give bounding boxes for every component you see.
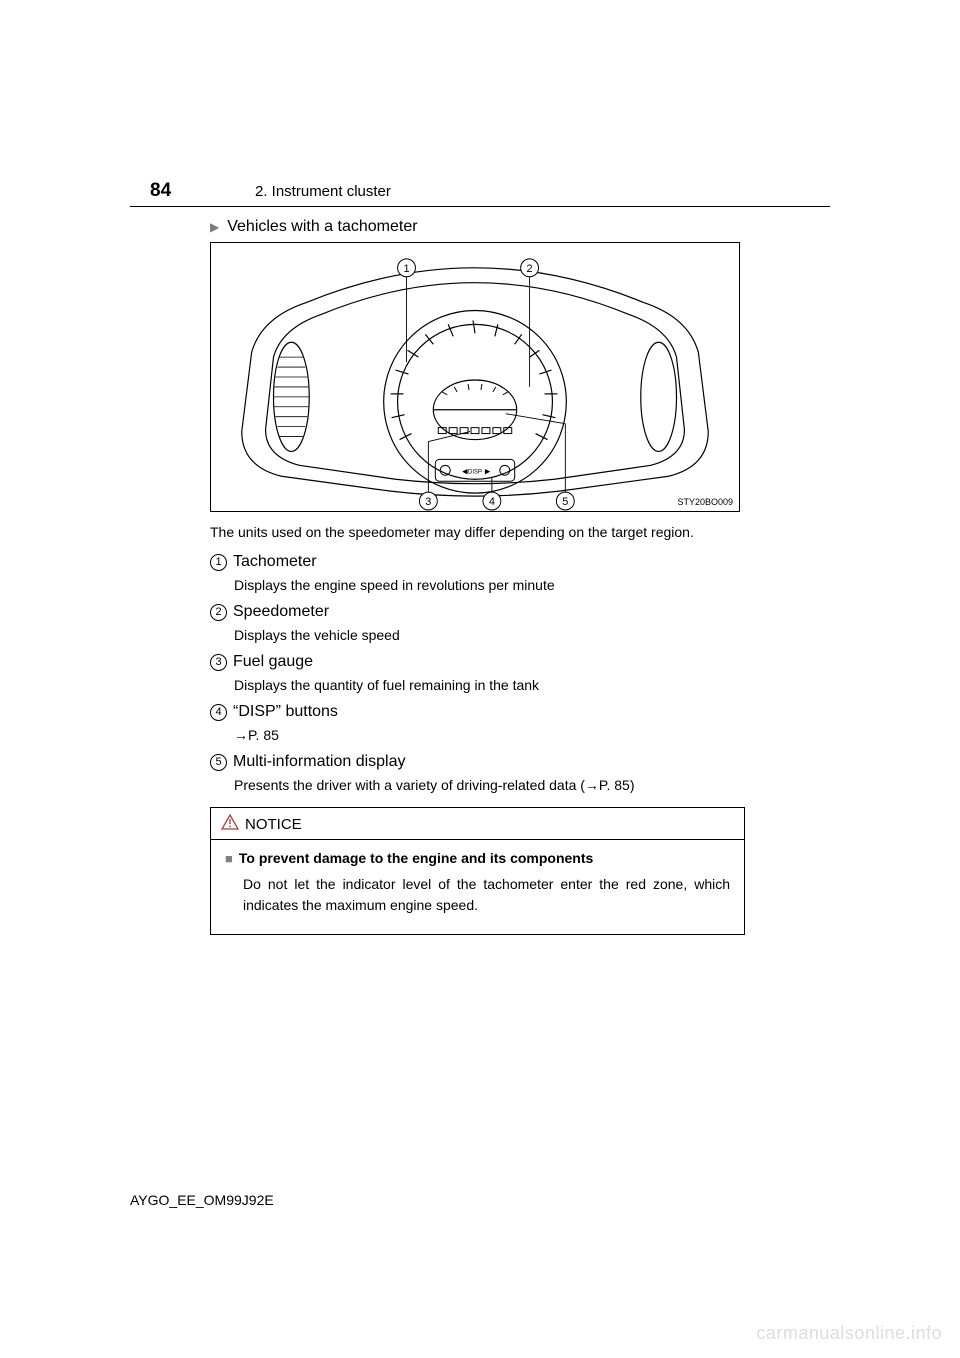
- page: 84 2. Instrument cluster ▶ Vehicles with…: [0, 0, 960, 1358]
- notice-box: NOTICE ■ To prevent damage to the engine…: [210, 807, 745, 935]
- item-desc-2: Displays the vehicle speed: [234, 627, 750, 643]
- footer-code: AYGO_EE_OM99J92E: [130, 1192, 274, 1208]
- content: ▶ Vehicles with a tachometer: [210, 218, 750, 935]
- item-label-5: Multi-information display: [233, 753, 406, 771]
- cluster-diagram: ◀ DISP ▶ 1 2: [211, 243, 739, 511]
- bullet-text: Vehicles with a tachometer: [227, 218, 417, 236]
- figure-caption: The units used on the speedometer may di…: [210, 522, 750, 543]
- item-label-3: Fuel gauge: [233, 653, 313, 671]
- notice-subtitle: To prevent damage to the engine and its …: [239, 850, 593, 866]
- item-num-3: 3: [210, 654, 227, 671]
- item-5: 5 Multi-information display Presents the…: [210, 753, 750, 793]
- square-bullet-icon: ■: [225, 850, 233, 868]
- notice-text: Do not let the indicator level of the ta…: [243, 874, 730, 916]
- item-num-5: 5: [210, 754, 227, 771]
- callout-2: 2: [527, 263, 533, 275]
- item-num-1: 1: [210, 554, 227, 571]
- item-label-2: Speedometer: [233, 603, 329, 621]
- item-num-4: 4: [210, 704, 227, 721]
- item-num-2: 2: [210, 604, 227, 621]
- watermark: carmanualsonline.info: [756, 1323, 942, 1344]
- disp-text: DISP: [468, 469, 482, 475]
- item-label-4: “DISP” buttons: [233, 703, 338, 721]
- figure-code: STY20BO009: [677, 497, 733, 507]
- bullet-line: ▶ Vehicles with a tachometer: [210, 218, 750, 236]
- notice-title: NOTICE: [245, 816, 302, 833]
- figure: ◀ DISP ▶ 1 2: [210, 242, 740, 512]
- item-label-1: Tachometer: [233, 553, 317, 571]
- callout-5: 5: [562, 496, 568, 508]
- item-desc-1: Displays the engine speed in revolutions…: [234, 577, 750, 593]
- disp-label-r: ▶: [485, 468, 491, 475]
- callout-1: 1: [403, 263, 409, 275]
- item-3: 3 Fuel gauge Displays the quantity of fu…: [210, 653, 750, 693]
- header-rule: [130, 206, 830, 207]
- item-1: 1 Tachometer Displays the engine speed i…: [210, 553, 750, 593]
- notice-header: NOTICE: [211, 808, 744, 840]
- page-number: 84: [150, 180, 171, 202]
- item-4: 4 “DISP” buttons →P. 85: [210, 703, 750, 743]
- item-desc-4: →P. 85: [234, 727, 750, 743]
- item-desc-3: Displays the quantity of fuel remaining …: [234, 677, 750, 693]
- section-title: 2. Instrument cluster: [255, 183, 391, 200]
- item-2: 2 Speedometer Displays the vehicle speed: [210, 603, 750, 643]
- warning-icon: [221, 814, 239, 835]
- item-desc-5: Presents the driver with a variety of dr…: [234, 777, 750, 793]
- triangle-bullet-icon: ▶: [210, 220, 219, 234]
- callout-3: 3: [425, 496, 431, 508]
- callout-4: 4: [489, 496, 495, 508]
- notice-body: ■ To prevent damage to the engine and it…: [211, 840, 744, 934]
